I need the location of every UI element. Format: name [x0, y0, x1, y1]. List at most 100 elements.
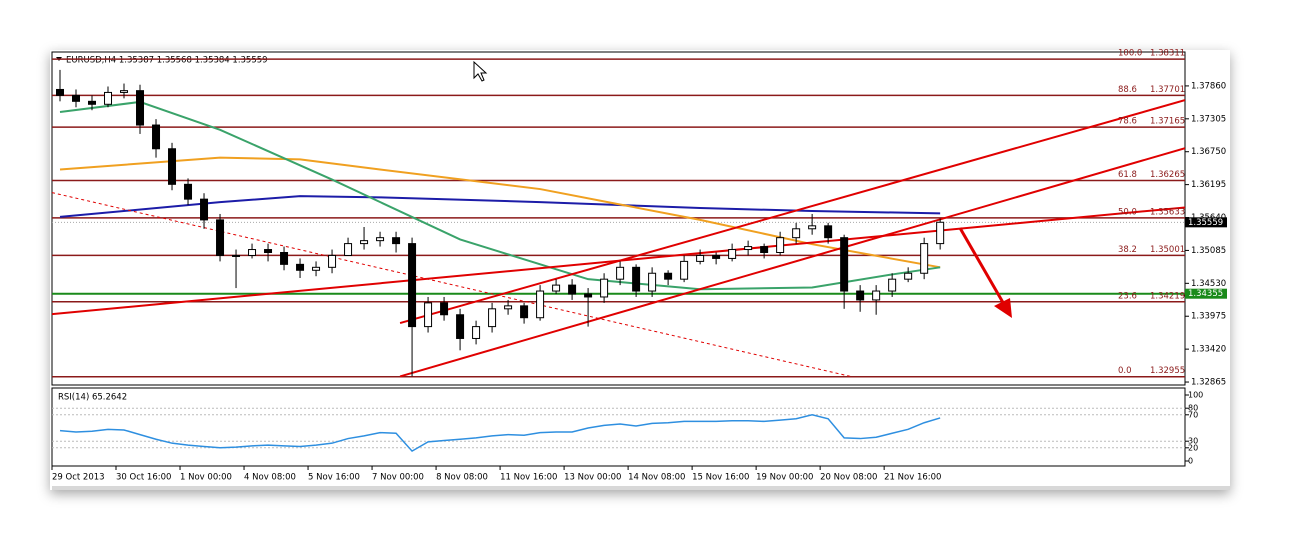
candle-body: [248, 249, 257, 256]
arrow-head: [994, 298, 1012, 318]
x-tick-label: 21 Nov 16:00: [884, 473, 941, 483]
candle-body: [888, 278, 897, 292]
candle-body: [856, 290, 865, 301]
candle-body: [264, 249, 273, 253]
x-tick-label: 29 Oct 2013: [52, 473, 105, 483]
fib-price-label: 1.35633: [1150, 207, 1185, 217]
fib-level-label: 61.8: [1118, 170, 1137, 180]
candle-body: [920, 243, 929, 274]
candle-body: [168, 148, 177, 185]
fib-price-label: 1.34219: [1150, 291, 1185, 301]
x-tick-label: 15 Nov 16:00: [692, 473, 749, 483]
x-tick-label: 7 Nov 00:00: [372, 473, 424, 483]
candle-body: [344, 243, 353, 256]
support-price-box: [1185, 288, 1227, 299]
candle-body: [840, 237, 849, 292]
trendline: [52, 206, 1185, 316]
candle-body: [472, 326, 481, 339]
candle-body: [616, 266, 625, 280]
y-tick-label: 1.35085: [1191, 246, 1226, 256]
fib-price-label: 1.37165: [1150, 117, 1185, 127]
forecast-arrow: [958, 227, 1012, 318]
plot-area: [52, 58, 1185, 378]
y-tick-label: 1.36750: [1191, 147, 1226, 157]
candle-body: [648, 272, 657, 292]
candle-body: [376, 237, 385, 242]
candle-body: [184, 183, 193, 200]
current-price-label: 1.35559: [1188, 218, 1223, 228]
current-price-box: [1185, 217, 1227, 228]
rsi-tick-label: 20: [1188, 443, 1198, 452]
y-tick-label: 1.34530: [1191, 279, 1226, 289]
candle-body: [808, 225, 817, 230]
support-price-label: 1.34355: [1188, 289, 1223, 299]
fib-level-label: 50.0: [1118, 207, 1137, 217]
candle-body: [440, 302, 449, 316]
candle-body: [872, 290, 881, 301]
scrollbar[interactable]: [52, 486, 1230, 490]
y-tick-label: 1.37860: [1191, 81, 1226, 91]
y-tick-label: 1.33975: [1191, 312, 1226, 322]
x-tick-label: 13 Nov 00:00: [564, 473, 621, 483]
candle-body: [680, 260, 689, 280]
candle-body: [584, 293, 593, 298]
rsi-tick-label: 30: [1188, 437, 1198, 446]
candle-body: [312, 266, 321, 271]
fib-price-label: 1.35001: [1150, 245, 1185, 255]
candle-body: [72, 94, 81, 102]
candle-body: [536, 290, 545, 319]
candle-body: [568, 284, 577, 295]
rsi-tick-label: 100: [1188, 391, 1203, 400]
y-tick-label: 1.32865: [1191, 378, 1226, 388]
candle-body: [392, 237, 401, 245]
candle-body: [552, 284, 561, 292]
candle-body: [744, 246, 753, 251]
candle-body: [760, 246, 769, 253]
candle-body: [696, 254, 705, 262]
x-tick-label: 5 Nov 16:00: [308, 473, 360, 483]
trendline: [52, 192, 851, 377]
candle-body: [904, 272, 913, 280]
candle-body: [712, 254, 721, 259]
candle-body: [328, 254, 337, 268]
fib-level-label: 78.6: [1118, 117, 1137, 127]
x-tick-label: 8 Nov 08:00: [436, 473, 488, 483]
fib-price-label: 1.32955: [1150, 366, 1185, 376]
chart-title: EURUSD,H4 1.35387 1.35568 1.35384 1.3555…: [66, 56, 268, 66]
arrow-shaft: [958, 227, 1007, 307]
candle-body: [56, 88, 65, 96]
candle-body: [520, 305, 529, 319]
mouse-cursor: [473, 60, 488, 82]
fib-level-label: 88.6: [1118, 85, 1137, 95]
candle-body: [456, 314, 465, 339]
candle-body: [488, 308, 497, 328]
candle-body: [600, 278, 609, 298]
x-tick-label: 1 Nov 00:00: [180, 473, 232, 483]
y-tick-label: 1.36195: [1191, 180, 1226, 190]
candle-body: [296, 263, 305, 271]
candle-body: [88, 100, 97, 105]
x-tick-label: 30 Oct 16:00: [116, 473, 171, 483]
y-tick-label: 1.37305: [1191, 114, 1226, 124]
candle-body: [504, 305, 513, 310]
x-tick-label: 11 Nov 16:00: [500, 473, 557, 483]
rsi-tick-label: 70: [1188, 410, 1198, 419]
candle-body: [216, 219, 225, 256]
candle-body: [424, 302, 433, 328]
x-tick-label: 4 Nov 08:00: [244, 473, 296, 483]
candle-body: [776, 237, 785, 253]
candle-body: [280, 251, 289, 265]
x-tick-label: 20 Nov 08:00: [820, 473, 877, 483]
candle-body: [728, 249, 737, 259]
x-tick-label: 14 Nov 08:00: [628, 473, 685, 483]
candle-body: [120, 90, 129, 93]
trendline: [399, 99, 1185, 325]
fib-price-label: 1.36265: [1150, 170, 1185, 180]
rsi-tick-label: 0: [1188, 457, 1193, 466]
candle-body: [632, 266, 641, 292]
candle-body: [792, 228, 801, 239]
candle-body: [232, 254, 241, 257]
rsi-tick-label: 80: [1188, 404, 1198, 413]
